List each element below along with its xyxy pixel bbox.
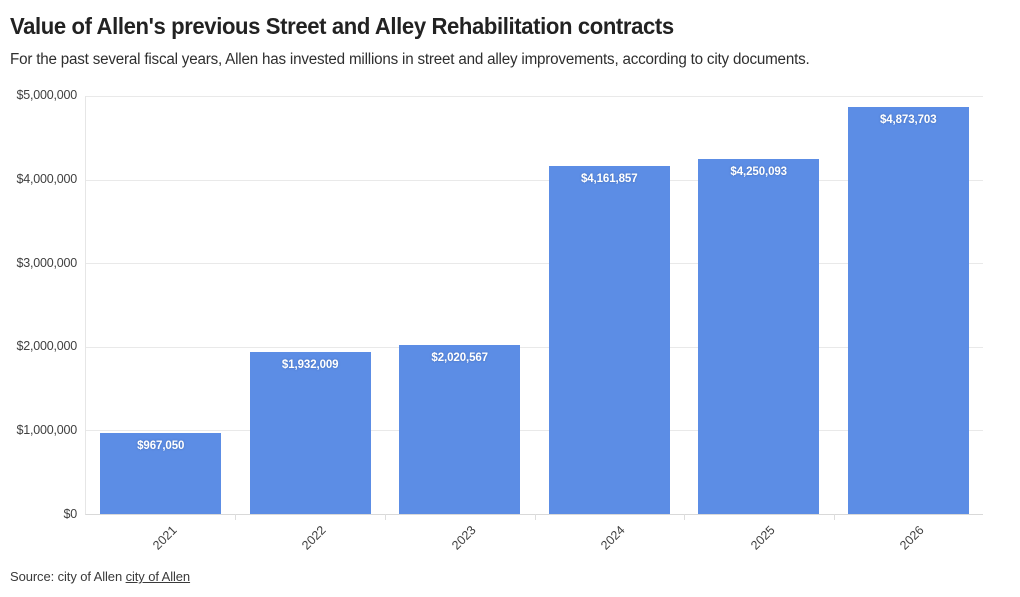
y-tick-label: $5,000,000: [16, 88, 77, 102]
y-tick-label: $4,000,000: [16, 171, 77, 186]
chart-subtitle: For the past several fiscal years, Allen…: [10, 51, 810, 68]
bar-2025: $4,250,093: [698, 158, 820, 514]
x-axis-tick: [384, 514, 386, 520]
gridline: [86, 179, 983, 181]
plot-area: $967,050 2021 $1,932,009 2022 $2,020,567 2023…: [85, 96, 983, 553]
bar-2026: $4,873,703: [847, 106, 969, 514]
x-tick-label: 2023: [449, 523, 479, 553]
bar-slot: $1,932,009: [235, 96, 384, 514]
gridline: [86, 346, 983, 348]
y-tick-label: $1,000,000: [16, 423, 77, 438]
y-tick-label: $3,000,000: [16, 255, 77, 270]
chart-title: Value of Allen's previous Street and All…: [10, 13, 674, 39]
x-tick-label: 2025: [748, 523, 778, 553]
y-tick-label: $2,000,000: [16, 339, 77, 354]
bar-slot: $967,050: [86, 96, 235, 514]
x-axis-tick: [534, 514, 536, 520]
bar-slot: $4,161,857: [535, 96, 684, 514]
x-axis-tick: [235, 514, 237, 520]
x-tick-label: 2026: [897, 523, 928, 553]
bar-slot: $4,250,093: [684, 96, 833, 514]
bar-2024: $4,161,857: [548, 166, 670, 514]
y-axis: $5,000,000 $4,000,000 $3,000,000 $2,000,000…: [0, 88, 77, 521]
bar-2021: $967,050: [100, 433, 222, 514]
source-link[interactable]: city of Allen: [125, 569, 191, 584]
x-axis-tick: [683, 514, 685, 520]
x-tick-label: 2022: [299, 523, 330, 553]
source-line: Source: city of Allen city of Allen: [10, 569, 190, 584]
y-tick-label: $0: [63, 507, 77, 521]
bar-value-label: $1,932,009: [281, 359, 339, 372]
bar-2022: $1,932,009: [249, 352, 371, 514]
bar-value-label: $4,250,093: [730, 165, 787, 178]
bar-slot: $4,873,703: [834, 96, 983, 514]
gridline: [86, 263, 983, 265]
x-tick-label: 2021: [150, 523, 180, 553]
bar-value-label: $2,020,567: [431, 352, 488, 365]
gridline: [86, 430, 983, 432]
bar-value-label: $4,873,703: [879, 113, 937, 126]
bar-value-label: $967,050: [137, 440, 185, 453]
x-tick-label: 2024: [598, 523, 629, 553]
bar-2023: $2,020,567: [399, 345, 521, 514]
bar-slot: $2,020,567: [385, 96, 534, 514]
gridline: [86, 96, 983, 97]
source-prefix: Source: city of Allen: [10, 569, 123, 584]
bar-value-label: $4,161,857: [580, 173, 638, 186]
x-axis-tick: [833, 514, 835, 520]
